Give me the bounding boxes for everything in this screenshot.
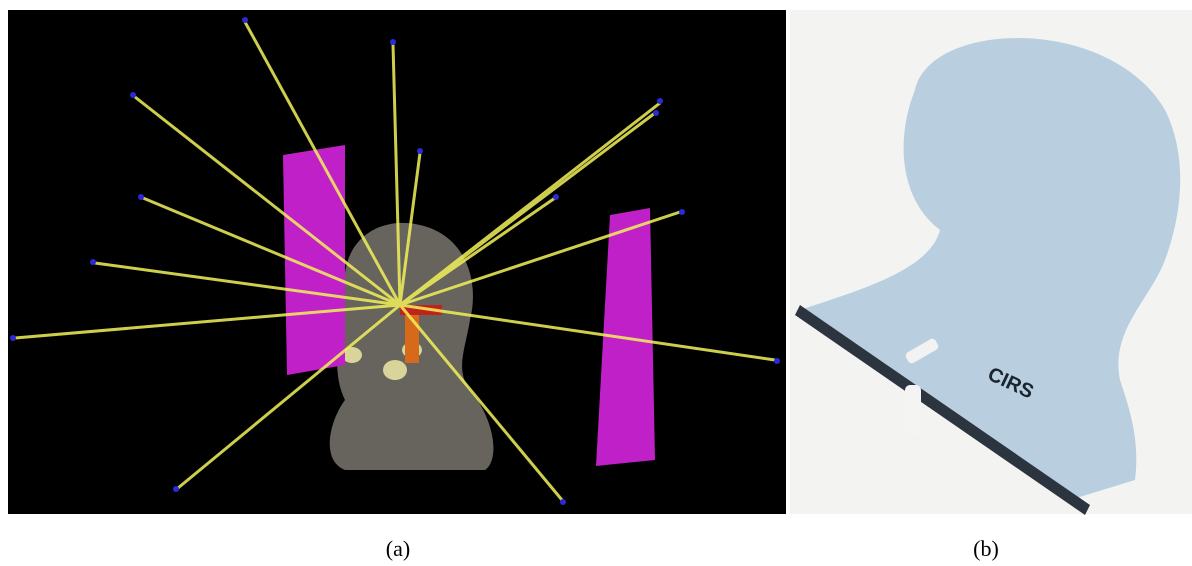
- organ: [383, 360, 407, 380]
- target: [405, 315, 419, 363]
- panel-a-image: [8, 10, 786, 514]
- panel-caption: (a): [386, 536, 410, 561]
- figure: CIRS (a) (b): [0, 0, 1192, 566]
- page: CIRS (a) (b) (() => { const data = JSON.…: [0, 0, 1192, 566]
- panel-caption: (b): [973, 536, 999, 561]
- phantom-peg: [905, 385, 921, 435]
- panel-b-image: CIRS: [790, 10, 1192, 515]
